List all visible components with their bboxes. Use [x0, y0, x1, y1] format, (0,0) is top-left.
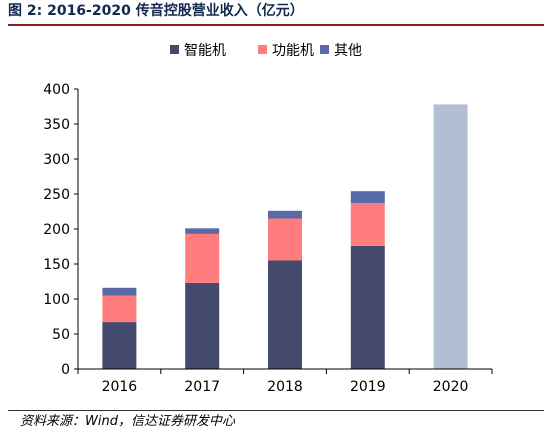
bar-2019-智能机 — [350, 245, 385, 369]
chart-legend: 智能机 功能机 其他 — [170, 43, 362, 59]
legend-swatch-其他 — [320, 45, 329, 54]
bar-2019-功能机 — [350, 203, 385, 246]
bar-2019-其他 — [350, 191, 385, 204]
legend-label-功能机: 功能机 — [272, 43, 314, 59]
bar-2016-功能机 — [102, 295, 137, 323]
x-tick-label-2017: 2017 — [184, 379, 220, 395]
bar-marks — [102, 104, 468, 370]
y-tick-label-100: 100 — [43, 292, 70, 308]
bar-2017-智能机 — [185, 282, 220, 369]
y-tick-label-0: 0 — [61, 362, 70, 378]
y-tick-label-50: 50 — [52, 327, 70, 343]
bar-2017-其他 — [185, 228, 220, 234]
chart-axes: 0 50 100 150 200 250 300 350 400 2016 2017 2018 2019… — [43, 82, 493, 395]
bar-2018-智能机 — [268, 260, 302, 369]
legend-swatch-功能机 — [258, 45, 267, 54]
y-tick-label-200: 200 — [43, 222, 70, 238]
x-tick-label-2018: 2018 — [267, 379, 303, 395]
bar-2020-total — [433, 104, 468, 370]
source-divider — [8, 410, 544, 411]
y-tick-label-400: 400 — [43, 82, 70, 98]
y-tick-label-350: 350 — [43, 117, 70, 133]
source-note: 资料来源：Wind，信达证券研发中心 — [20, 414, 235, 429]
y-tick-label-150: 150 — [43, 257, 70, 273]
y-tick-label-250: 250 — [43, 187, 70, 203]
x-tick-label-2020: 2020 — [433, 379, 469, 395]
legend-label-其他: 其他 — [334, 43, 362, 59]
figure-title: 图 2: 2016-2020 传音控股营业收入（亿元） — [8, 3, 304, 19]
bar-2016-智能机 — [102, 322, 137, 369]
bar-2018-功能机 — [268, 218, 302, 261]
y-tick-label-300: 300 — [43, 152, 70, 168]
revenue-stacked-bar-chart: 智能机 功能机 其他 0 50 100 150 200 250 300 350 400 2016 201… — [43, 43, 493, 395]
x-tick-label-2019: 2019 — [350, 379, 386, 395]
bar-2018-其他 — [268, 210, 302, 219]
x-tick-label-2016: 2016 — [102, 379, 138, 395]
bar-2017-功能机 — [185, 233, 220, 283]
title-divider — [8, 24, 544, 26]
legend-swatch-智能机 — [170, 45, 179, 54]
bar-2016-其他 — [102, 287, 137, 296]
legend-label-智能机: 智能机 — [184, 43, 226, 59]
